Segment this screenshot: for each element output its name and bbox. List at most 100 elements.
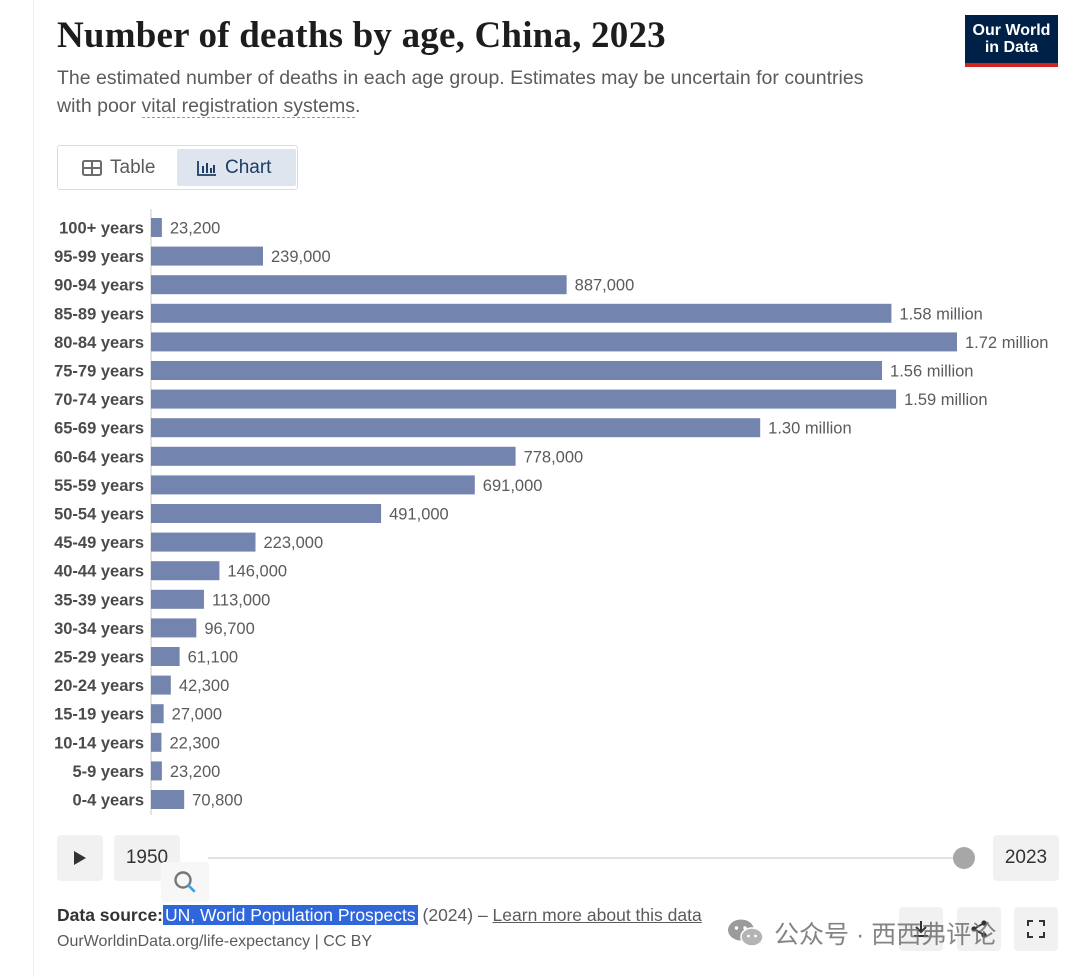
source-year: (2024) – [417, 905, 493, 925]
value-label: 887,000 [575, 277, 635, 295]
value-label: 23,200 [170, 763, 220, 781]
category-label: 60-64 years [54, 448, 144, 466]
owid-logo[interactable]: Our World in Data [965, 15, 1058, 67]
bar[interactable] [151, 303, 892, 323]
bar[interactable] [151, 446, 516, 466]
download-icon [914, 921, 928, 937]
value-label: 1.59 million [904, 391, 987, 409]
timeline-slider-track[interactable] [208, 857, 965, 859]
search-icon [174, 871, 196, 893]
source-label: Data source: [57, 905, 164, 925]
category-label: 30-34 years [54, 620, 144, 638]
download-button[interactable] [899, 907, 943, 951]
category-label: 15-19 years [54, 706, 144, 724]
value-label: 691,000 [483, 477, 543, 495]
category-label: 100+ years [59, 220, 144, 238]
bar[interactable] [151, 504, 382, 523]
page-left-border [33, 0, 34, 977]
bar[interactable] [151, 704, 164, 724]
bar[interactable] [151, 475, 475, 495]
category-label: 5-9 years [72, 763, 144, 781]
play-icon [74, 851, 86, 865]
chart-title: Number of deaths by age, China, 2023 [57, 15, 666, 56]
bar[interactable] [151, 275, 567, 295]
tab-chart-label: Chart [225, 156, 272, 178]
category-label: 25-29 years [54, 649, 144, 667]
value-label: 1.72 million [965, 334, 1048, 352]
bar[interactable] [151, 732, 162, 752]
value-label: 113,000 [212, 591, 270, 609]
vital-registration-link[interactable]: vital registration systems [141, 95, 356, 118]
value-label: 1.30 million [768, 420, 851, 438]
bar[interactable] [151, 361, 883, 380]
bar[interactable] [151, 761, 162, 781]
bar[interactable] [151, 532, 256, 552]
category-label: 65-69 years [54, 420, 144, 438]
bar[interactable] [151, 561, 220, 581]
play-button[interactable] [57, 835, 103, 881]
value-label: 1.56 million [890, 363, 973, 381]
share-button[interactable] [957, 907, 1001, 951]
wechat-icon [728, 919, 764, 947]
fullscreen-button[interactable] [1014, 907, 1058, 951]
bar[interactable] [151, 418, 761, 438]
bar-chart: 100+ years 23,200 95-99 years 239,000 90-94 … [54, 209, 1048, 815]
tab-table-label: Table [110, 156, 156, 178]
source-link[interactable]: UN, World Population Prospects [163, 905, 418, 925]
bar[interactable] [151, 246, 263, 266]
category-label: 75-79 years [54, 363, 144, 381]
category-label: 0-4 years [72, 792, 144, 810]
watermark-text: 公众号 · 西西弗评论 [774, 921, 997, 949]
value-label: 70,800 [192, 792, 242, 810]
value-label: 223,000 [263, 534, 323, 552]
timeline-end-year[interactable]: 2023 [993, 835, 1059, 881]
category-label: 45-49 years [54, 534, 144, 552]
value-label: 23,200 [170, 220, 220, 238]
category-label: 35-39 years [54, 591, 144, 609]
wechat-watermark: 公众号 · 西西弗评论 [726, 915, 996, 951]
view-tabs: Table Chart [57, 145, 298, 190]
bar[interactable] [151, 218, 162, 237]
bar[interactable] [151, 790, 185, 809]
bar[interactable] [151, 647, 180, 666]
value-label: 96,700 [204, 620, 254, 638]
bar[interactable] [151, 618, 197, 638]
value-label: 491,000 [389, 506, 449, 524]
category-label: 90-94 years [54, 277, 144, 295]
category-label: 20-24 years [54, 677, 144, 695]
bar-chart-icon [197, 160, 216, 176]
category-label: 80-84 years [54, 334, 144, 352]
data-source: Data source: UN, World Population Prospec… [57, 905, 702, 926]
value-label: 239,000 [271, 248, 331, 266]
credit-line: OurWorldinData.org/life-expectancy | CC … [57, 933, 373, 950]
value-label: 1.58 million [899, 305, 982, 323]
value-label: 27,000 [172, 706, 222, 724]
learn-more-link[interactable]: Learn more about this data [492, 905, 702, 925]
tab-chart[interactable]: Chart [177, 149, 296, 186]
value-label: 42,300 [179, 677, 229, 695]
logo-line2: in Data [984, 39, 1039, 56]
fullscreen-icon [1027, 920, 1045, 938]
category-label: 70-74 years [54, 391, 144, 409]
subtitle-text: The estimated number of deaths in each a… [57, 67, 864, 117]
bar[interactable] [151, 332, 957, 352]
category-label: 85-89 years [54, 305, 144, 323]
category-label: 95-99 years [54, 248, 144, 266]
category-label: 55-59 years [54, 477, 144, 495]
bar[interactable] [151, 389, 897, 409]
bar[interactable] [151, 675, 171, 695]
value-label: 146,000 [227, 563, 287, 581]
category-label: 40-44 years [54, 563, 144, 581]
logo-line1: Our World [972, 22, 1051, 39]
tab-table[interactable]: Table [62, 149, 174, 186]
value-label: 22,300 [169, 734, 219, 752]
table-icon [82, 159, 102, 176]
timeline-slider-handle[interactable] [953, 847, 975, 869]
category-label: 10-14 years [54, 734, 144, 752]
chart-subtitle: The estimated number of deaths in each a… [57, 64, 877, 120]
search-popup[interactable] [161, 862, 209, 902]
value-label: 61,100 [188, 649, 238, 667]
bar[interactable] [151, 589, 204, 609]
subtitle-end: . [355, 95, 361, 117]
category-label: 50-54 years [54, 506, 144, 524]
